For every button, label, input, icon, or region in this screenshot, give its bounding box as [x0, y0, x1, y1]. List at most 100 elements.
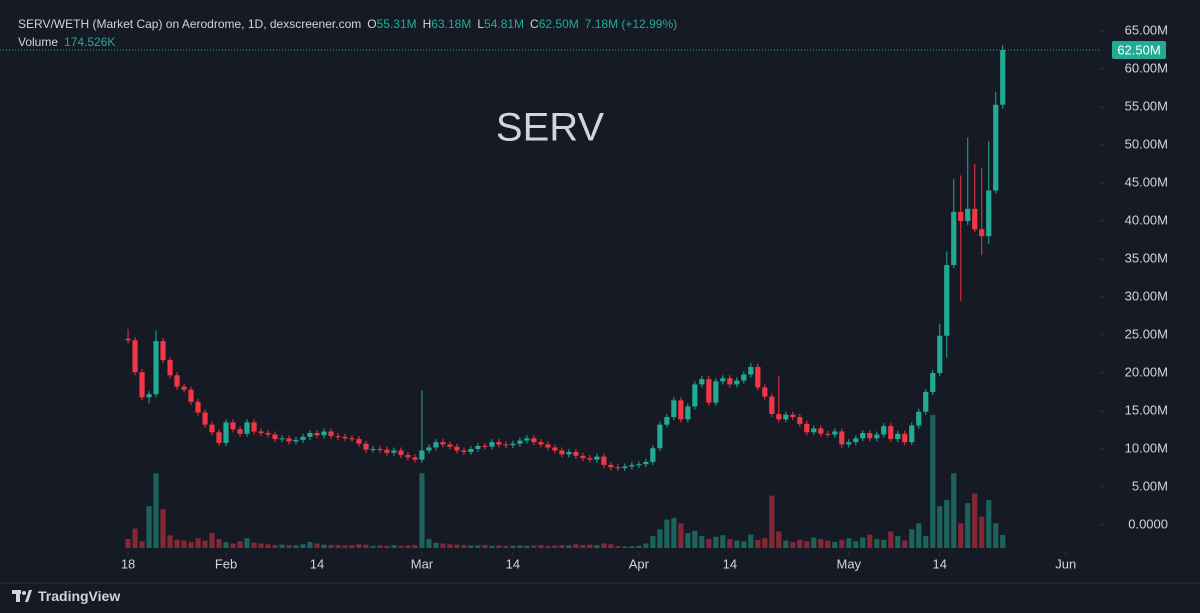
candle-body [699, 379, 705, 385]
x-tick-label: 14 [310, 556, 324, 571]
volume-bar [391, 545, 397, 548]
volume-bar [720, 535, 726, 548]
candle-body [181, 386, 187, 390]
candle-body [237, 429, 243, 434]
volume-bar [216, 539, 222, 548]
volume-bar [188, 542, 194, 548]
volume-bar [132, 528, 138, 548]
volume-bar [384, 545, 390, 548]
candle-body [293, 439, 299, 442]
candle-body [174, 375, 180, 387]
volume-bar [853, 541, 859, 548]
candle-body [594, 456, 600, 460]
candle-body [160, 341, 166, 361]
volume-bar [377, 545, 383, 548]
volume-bar [349, 545, 355, 548]
candle-body [783, 414, 789, 420]
candle-body [188, 389, 194, 402]
candle-body [601, 456, 607, 465]
volume-bar [125, 539, 131, 548]
candle-body [335, 436, 341, 438]
ohlc-stat: L 54.81M [477, 15, 524, 33]
volume-bar [797, 539, 803, 548]
candle-body [643, 461, 649, 465]
candle-body [944, 265, 950, 336]
x-tick-label: Mar [411, 556, 434, 571]
volume-bar [629, 546, 635, 548]
volume-bar [587, 544, 593, 548]
candle-body [251, 422, 257, 432]
volume-bar [426, 539, 432, 548]
volume-bar [356, 544, 362, 548]
candle-body [524, 438, 530, 441]
volume-bar [300, 544, 306, 548]
volume-bar [804, 541, 810, 548]
volume-bar [860, 537, 866, 548]
y-tick-label: 15.00M [1125, 402, 1168, 417]
candle-body [426, 447, 432, 451]
candle-body [825, 433, 831, 435]
candle-body [881, 426, 887, 435]
candle-body [1000, 50, 1006, 105]
volume-bar [202, 540, 208, 548]
candle-body [762, 387, 768, 397]
candle-body [916, 411, 922, 426]
volume-bar [839, 539, 845, 548]
candle-body [797, 417, 803, 424]
volume-bar [622, 546, 628, 548]
volume-bar [209, 533, 215, 548]
candle-body [244, 422, 250, 434]
candle-body [223, 422, 229, 443]
volume-bar [902, 540, 908, 548]
candle-body [993, 104, 999, 191]
volume-bar [608, 544, 614, 548]
candle-body [615, 467, 621, 469]
volume-bar [447, 544, 453, 548]
y-tick-label: 20.00M [1125, 364, 1168, 379]
candle-body [587, 458, 593, 460]
volume-bar [538, 545, 544, 548]
volume-bar [832, 542, 838, 548]
candle-body [713, 381, 719, 403]
volume-bar [398, 545, 404, 548]
volume-bar [888, 531, 894, 548]
candle-body [790, 414, 796, 418]
volume-bar [650, 536, 656, 548]
y-tick-label: 55.00M [1125, 98, 1168, 113]
stat-key: H [422, 17, 432, 31]
volume-bar [153, 473, 159, 548]
candle-body [167, 360, 173, 376]
footer: TradingView [12, 588, 120, 604]
stat-key: O [367, 17, 377, 31]
volume-bar [566, 545, 572, 548]
candle-body [853, 438, 859, 443]
candle-body [202, 412, 208, 425]
candle-body [552, 447, 558, 451]
volume-bar [811, 537, 817, 548]
candle-body [972, 208, 978, 230]
volume-bar [328, 545, 334, 548]
last-price-tag [1112, 41, 1166, 60]
candle-body [629, 464, 635, 467]
volume-bar [762, 538, 768, 548]
volume-bar [440, 543, 446, 548]
volume-bar [559, 545, 565, 548]
logo [12, 590, 32, 602]
candle-body [622, 466, 628, 468]
volume-bar [748, 534, 754, 548]
volume-bar [923, 536, 929, 548]
candle-body [328, 431, 334, 437]
ohlc-stat: O 55.31M [367, 15, 416, 33]
volume-bar [1000, 534, 1006, 548]
volume-bar [237, 541, 243, 548]
candle-body [811, 428, 817, 433]
y-tick-label: 10.00M [1125, 440, 1168, 455]
watermark: SERV [496, 106, 605, 150]
volume-bar [482, 545, 488, 548]
x-tick-label: 14 [933, 556, 947, 571]
candle-body [559, 450, 565, 455]
candle-body [454, 446, 460, 451]
ohlc-stat: H 63.18M [423, 15, 472, 33]
volume-bar [643, 543, 649, 548]
